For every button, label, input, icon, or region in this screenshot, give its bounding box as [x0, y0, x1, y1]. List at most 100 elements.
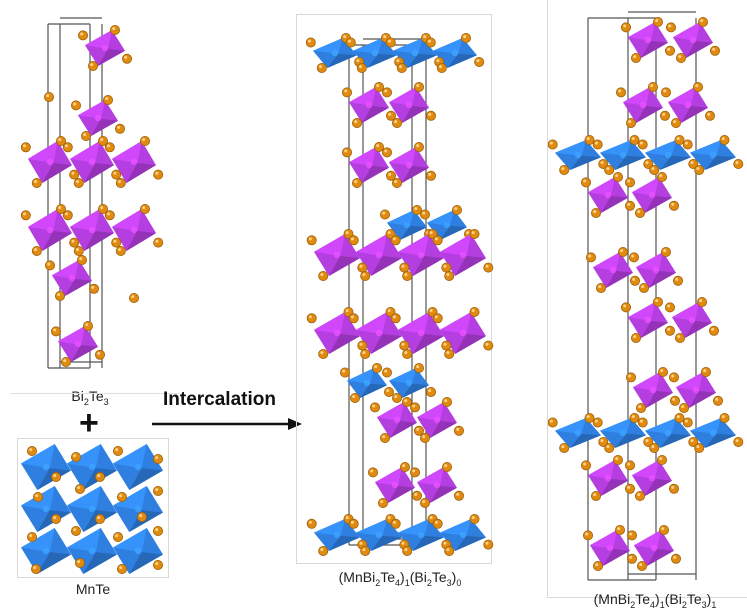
te-atom-highlight: [401, 541, 405, 545]
bi-octahedron-face: [689, 390, 716, 408]
te-atom: [444, 546, 455, 557]
te-atom-highlight: [673, 120, 677, 124]
te-atom-highlight: [356, 59, 360, 63]
bi-atom: [644, 36, 652, 44]
bi-octahedron-face: [377, 402, 404, 421]
n1-label: (MnBi2Te4)1(Bi2Te3)1: [593, 591, 717, 610]
te-atom-highlight: [119, 494, 123, 498]
te-atom: [139, 203, 150, 214]
te-atom-highlight: [650, 84, 654, 88]
te-atom-highlight: [606, 445, 610, 449]
te-atom: [153, 237, 164, 248]
te-atom: [380, 209, 391, 220]
te-atom: [352, 177, 363, 188]
bi-atom: [644, 316, 652, 324]
te-atom: [152, 486, 163, 497]
te-atom: [559, 164, 570, 175]
te-atom-highlight: [466, 231, 470, 235]
te-atom: [635, 490, 646, 501]
te-atom-highlight: [476, 59, 480, 63]
te-atom-highlight: [155, 562, 159, 566]
bi-octahedron-face: [375, 467, 402, 486]
te-atom: [613, 454, 624, 465]
te-atom-highlight: [388, 172, 392, 176]
te-atom-highlight: [412, 469, 416, 473]
bi-octahedron-face: [58, 326, 85, 345]
te-atom-highlight: [443, 264, 447, 268]
mn-atom: [709, 429, 717, 437]
te-atom: [51, 514, 62, 525]
te-atom: [469, 228, 480, 239]
te-atom: [584, 412, 595, 423]
bi-octahedron-face: [628, 302, 655, 321]
te-atom-highlight: [456, 492, 460, 496]
te-atom: [129, 292, 140, 303]
te-atom-highlight: [115, 534, 119, 538]
te-atom: [469, 306, 480, 317]
te-atom-highlight: [115, 448, 119, 452]
te-atom-highlight: [348, 39, 351, 43]
bi-atom: [650, 544, 658, 552]
te-atom: [152, 560, 163, 571]
te-atom-highlight: [343, 35, 347, 39]
te-atom: [152, 526, 163, 537]
te-atom: [709, 45, 720, 56]
te-atom-highlight: [320, 548, 324, 552]
te-atom: [111, 237, 122, 248]
te-atom: [55, 290, 66, 301]
te-atom: [402, 546, 413, 557]
te-atom: [697, 16, 708, 27]
te-atom-highlight: [676, 415, 680, 419]
bi-octahedron-face: [362, 105, 389, 123]
te-atom: [410, 467, 421, 478]
te-atom-highlight: [586, 137, 590, 141]
te-atom: [350, 392, 361, 403]
te-atom: [139, 135, 150, 146]
te-atom-highlight: [443, 541, 447, 545]
te-atom-highlight: [308, 39, 311, 43]
bi-octahedron-face: [42, 231, 72, 251]
te-atom: [360, 348, 371, 359]
te-atom-highlight: [118, 180, 121, 184]
te-atom: [469, 513, 480, 524]
te-atom-highlight: [668, 24, 672, 28]
bi-atom: [606, 544, 614, 552]
mn-octahedron-face: [600, 140, 632, 156]
bi-octahedron-face: [628, 22, 655, 41]
bi-atom: [688, 316, 696, 324]
te-atom: [586, 252, 597, 263]
te-atom-highlight: [639, 419, 643, 423]
te-atom-highlight: [35, 494, 39, 498]
te-atom: [613, 171, 624, 182]
te-atom-highlight: [97, 474, 101, 478]
bi-octahedron-face: [412, 334, 444, 354]
bi-octahedron-face: [641, 320, 668, 338]
te-atom: [414, 142, 425, 153]
te-atom: [399, 262, 410, 273]
bi-atom: [46, 226, 54, 234]
te-atom-highlight: [434, 520, 438, 524]
te-atom: [117, 492, 128, 503]
te-atom: [45, 260, 56, 271]
bi-octahedron-face: [646, 390, 673, 408]
mn-atom: [42, 463, 50, 471]
te-atom-highlight: [444, 399, 448, 403]
te-atom: [380, 432, 391, 443]
te-atom-highlight: [131, 295, 135, 299]
te-atom-highlight: [617, 527, 621, 531]
te-atom-highlight: [359, 264, 363, 268]
te-atom: [637, 417, 648, 428]
te-atom-highlight: [384, 89, 388, 93]
te-atom: [708, 325, 719, 336]
te-atom: [382, 147, 393, 158]
te-atom: [425, 386, 436, 397]
te-atom-highlight: [118, 248, 121, 252]
te-atom-highlight: [399, 65, 402, 69]
te-atom: [637, 139, 648, 150]
te-atom: [390, 518, 401, 529]
mn-octahedron-face: [440, 225, 467, 240]
mn-atom: [417, 531, 425, 539]
mn-octahedron-face: [67, 444, 101, 469]
te-atom-highlight: [350, 315, 354, 319]
te-atom-highlight: [735, 161, 739, 165]
